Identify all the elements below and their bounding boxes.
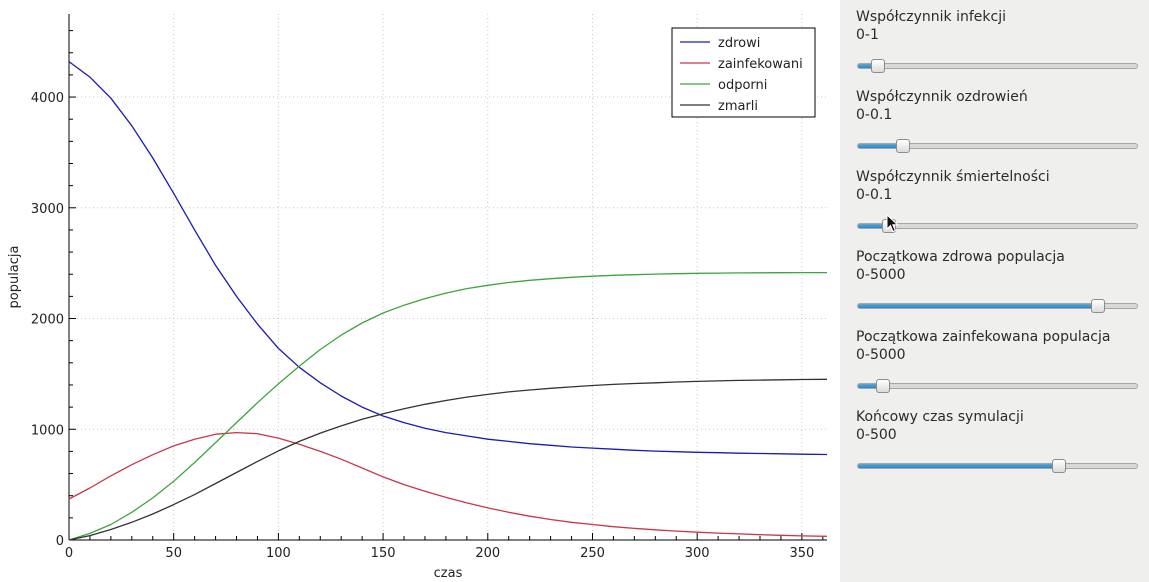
slider-group-infection: Współczynnik infekcji 0-1 — [856, 9, 1138, 89]
y-tick-label: 0 — [56, 534, 64, 549]
mouse-cursor-icon — [886, 214, 899, 233]
series-line-zainfekowani — [68, 431, 828, 537]
slider-fill — [858, 304, 1098, 308]
infection-rate-slider[interactable] — [857, 59, 1138, 73]
legend-entry: zdrowi — [718, 36, 760, 51]
slider-group-infected-population: Początkowa zainfekowana populacja 0-5000 — [856, 329, 1138, 409]
slider-label-recovery: Współczynnik ozdrowień — [856, 89, 1028, 105]
slider-range-mortality: 0-0.1 — [856, 187, 893, 203]
legend-entry: odporni — [718, 78, 767, 93]
slider-range-recovery: 0-0.1 — [856, 107, 893, 123]
slider-range-simulation-time: 0-500 — [856, 427, 897, 443]
slider-fill — [858, 384, 884, 388]
slider-range-infected-population: 0-5000 — [856, 347, 906, 363]
slider-fill — [858, 64, 878, 68]
infected-population-slider[interactable] — [857, 379, 1138, 393]
slider-label-infection: Współczynnik infekcji — [856, 9, 1006, 25]
slider-range-healthy-population: 0-5000 — [856, 267, 906, 283]
legend-entry: zmarli — [718, 99, 758, 114]
slider-label-healthy-population: Początkowa zdrowa populacja — [856, 249, 1065, 265]
slider-handle[interactable] — [1090, 299, 1105, 313]
chart: 0 50 100 150 200 250 300 350 0 1000 2000 3000 4000 cz… — [7, 14, 828, 581]
x-tick-label: 0 — [65, 546, 73, 561]
series-line-odporni — [68, 271, 827, 541]
slider-label-mortality: Współczynnik śmiertelności — [856, 169, 1050, 185]
x-axis-label: czas — [434, 566, 463, 581]
x-tick-label: 200 — [475, 546, 500, 561]
legend-box — [671, 27, 816, 118]
x-tick-label: 300 — [685, 546, 710, 561]
y-tick-label: 1000 — [31, 423, 64, 438]
simulation-time-slider[interactable] — [857, 459, 1138, 473]
legend-entry: zainfekowani — [718, 57, 803, 72]
slider-group-healthy-population: Początkowa zdrowa populacja 0-5000 — [856, 249, 1138, 329]
slider-group-recovery: Współczynnik ozdrowień 0-0.1 — [856, 89, 1138, 169]
slider-fill — [858, 224, 889, 228]
y-tick-label: 4000 — [31, 91, 64, 106]
y-tick-label: 2000 — [31, 313, 64, 328]
slider-label-simulation-time: Końcowy czas symulacji — [856, 409, 1024, 425]
slider-handle[interactable] — [1051, 459, 1066, 473]
x-tick-label: 50 — [165, 546, 182, 561]
slider-fill — [858, 144, 903, 148]
parameter-panel: Współczynnik infekcji 0-1 Współczynnik o… — [840, 0, 1149, 582]
slider-group-mortality: Współczynnik śmiertelności 0-0.1 — [856, 169, 1138, 249]
series-line-zdrowi — [68, 61, 828, 456]
x-tick-label: 250 — [580, 546, 605, 561]
slider-handle[interactable] — [870, 59, 885, 73]
x-tick-label: 350 — [789, 546, 814, 561]
healthy-population-slider[interactable] — [857, 299, 1138, 313]
slider-group-simulation-time: Końcowy czas symulacji 0-500 — [856, 409, 1138, 489]
x-tick-label: 150 — [371, 546, 396, 561]
y-axis-label: populacja — [7, 245, 22, 308]
slider-handle[interactable] — [895, 139, 910, 153]
series-line-zmarli — [68, 378, 828, 541]
y-tick-label: 3000 — [31, 202, 64, 217]
slider-handle[interactable] — [876, 379, 891, 393]
slider-label-infected-population: Początkowa zainfekowana populacja — [856, 329, 1111, 345]
slider-range-infection: 0-1 — [856, 27, 879, 43]
x-tick-label: 100 — [266, 546, 291, 561]
recovery-rate-slider[interactable] — [857, 139, 1138, 153]
slider-fill — [858, 464, 1059, 468]
plot-area: 0 50 100 150 200 250 300 350 0 1000 2000 3000 4000 cz… — [7, 14, 828, 581]
